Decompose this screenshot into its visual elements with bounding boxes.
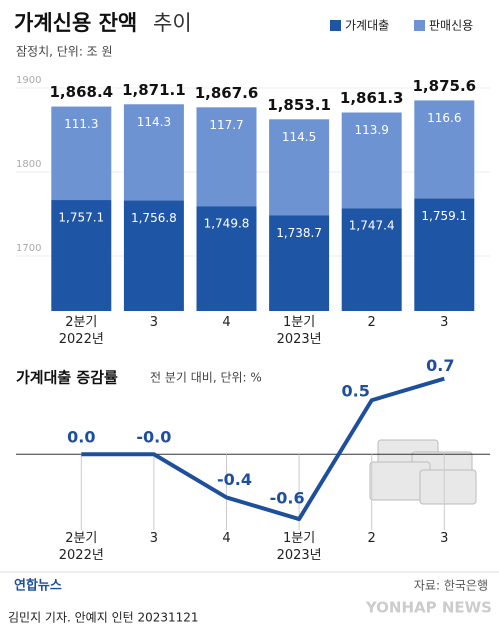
x-tick-label: 3 (149, 315, 159, 330)
bar-segment (341, 112, 402, 209)
subtitle: 잠정치, 단위: 조 원 (16, 45, 113, 59)
bar-segment (269, 119, 330, 216)
bar-segment (269, 215, 330, 311)
title-suffix: 추이 (153, 11, 192, 35)
credit: 김민지 기자. 안예지 인턴 20231121 (8, 611, 199, 625)
bar-segment (51, 106, 112, 201)
logo: 연합뉴스 (14, 578, 62, 594)
bar-segment (51, 200, 112, 311)
legend-swatch (330, 20, 341, 31)
total-label: 1,871.1 (122, 81, 186, 99)
x-tick-label: 3 (149, 531, 159, 546)
y-tick-label: 1800 (16, 159, 41, 170)
y-tick-label: 1700 (16, 243, 41, 254)
total-label: 1,875.6 (413, 77, 477, 95)
money-icon (369, 439, 477, 505)
x-tick-label: 4 (222, 531, 231, 546)
x-tick-label: 1분기 2023년 (276, 315, 322, 347)
value-label: 114.3 (137, 115, 171, 129)
y-tick-label: 1900 (16, 75, 41, 86)
value-label: -0.0 (136, 428, 171, 447)
title: 가계신용 잔액 (14, 11, 137, 35)
legend-label: 가계대출 (345, 19, 389, 33)
total-label: 1,853.1 (267, 96, 331, 114)
x-tick-label: 2 (367, 531, 376, 546)
bar-segment (196, 206, 257, 311)
value-label: 1,749.8 (204, 217, 250, 231)
value-label: 116.6 (427, 111, 461, 125)
value-label: 0.5 (342, 382, 370, 401)
x-tick-label: 4 (222, 315, 231, 330)
line (81, 376, 445, 522)
x-tick-label: 2분기 2022년 (58, 315, 104, 347)
value-label: -0.6 (270, 489, 305, 508)
value-label: 1,738.7 (276, 226, 322, 240)
total-label: 1,867.6 (195, 84, 259, 102)
value-label: -0.4 (217, 470, 252, 489)
x-tick-label: 3 (440, 315, 449, 330)
value-label: 1,747.4 (349, 219, 395, 233)
bar-segment (341, 208, 402, 311)
total-label: 1,868.4 (50, 83, 114, 101)
value-label: 111.3 (64, 117, 98, 131)
x-tick-label: 2 (367, 315, 376, 330)
x-tick-label: 2분기 2022년 (58, 531, 104, 563)
value-label: 114.5 (282, 130, 316, 144)
total-label: 1,861.3 (340, 89, 404, 107)
bar-segment (123, 104, 184, 201)
value-label: 1,757.1 (58, 211, 104, 225)
line-subtitle: 전 분기 대비, 단위: % (150, 371, 262, 385)
x-tick-label: 1분기 2023년 (276, 531, 322, 563)
brand: YONHAP NEWS (365, 599, 492, 617)
x-tick-label: 3 (440, 531, 449, 546)
value-label: 0.7 (426, 356, 454, 375)
legend-swatch (414, 20, 425, 31)
value-label: 113.9 (355, 123, 389, 137)
source: 자료: 한국은행 (414, 578, 488, 593)
bar-segment (414, 100, 475, 199)
bar-segment (196, 107, 257, 207)
legend-label: 판매신용 (429, 19, 473, 33)
bar-segment (123, 200, 184, 311)
value-label: 1,756.8 (131, 211, 177, 225)
value-label: 0.0 (67, 428, 95, 447)
bar-segment (414, 198, 475, 311)
line-title: 가계대출 증감률 (16, 369, 118, 387)
value-label: 117.7 (209, 118, 243, 132)
value-label: 1,759.1 (421, 209, 467, 223)
